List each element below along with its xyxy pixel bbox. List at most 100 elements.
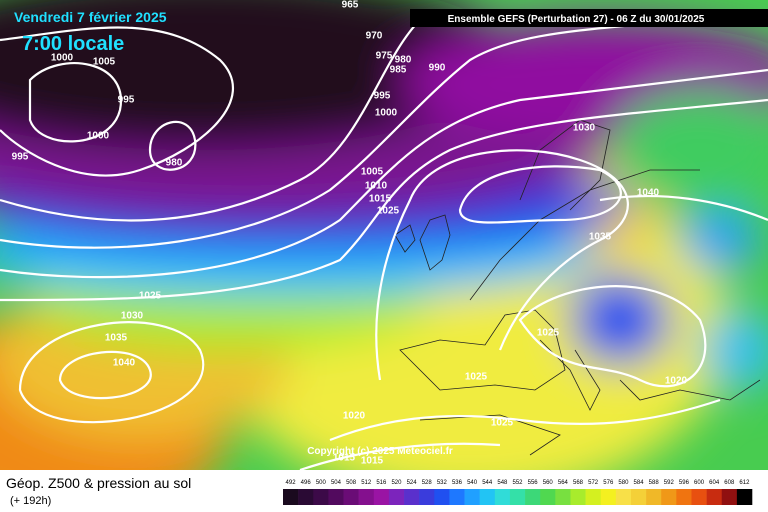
scale-label: 564: [558, 480, 569, 486]
isobar-label: 990: [429, 63, 446, 74]
scale-swatch: [358, 489, 375, 505]
scale-swatch: [646, 489, 662, 505]
scale-swatch: [388, 489, 405, 505]
scale-swatch: [313, 489, 329, 505]
scale-label: 548: [497, 480, 508, 486]
scale-swatch: [555, 489, 571, 505]
scale-label: 552: [512, 480, 523, 486]
scale-label: 492: [286, 480, 297, 486]
scale-label: 496: [301, 480, 312, 486]
isobar-label: 1040: [113, 358, 136, 369]
scale-label: 604: [709, 480, 720, 486]
isobar-label: 1010: [365, 181, 388, 192]
scale-label: 600: [694, 480, 705, 486]
scale-swatch: [434, 489, 450, 505]
isobar-label: 1035: [105, 333, 128, 344]
scale-label: 592: [664, 480, 675, 486]
scale-label: 576: [603, 480, 614, 486]
scale-label: 516: [376, 480, 387, 486]
isobar-label: 995: [12, 152, 29, 163]
isobar-label: 995: [118, 95, 135, 106]
scale-label: 504: [331, 480, 342, 486]
run-label: Ensemble GEFS (Perturbation 27) - 06 Z d…: [448, 14, 705, 25]
scale-swatch: [570, 489, 586, 505]
scale-swatch: [464, 489, 480, 505]
copyright: Copyright (c) 2025 Meteociel.fr: [307, 446, 453, 457]
scale-swatch: [600, 489, 617, 505]
run-box: [410, 9, 768, 27]
scale-swatch: [661, 489, 677, 505]
scale-swatch: [419, 489, 435, 505]
isobar-label: 1000: [51, 53, 74, 64]
scale-swatch: [479, 489, 496, 505]
isobar-label: 1005: [93, 57, 116, 68]
scale-swatch: [373, 489, 390, 505]
scale-swatch: [283, 489, 299, 505]
scale-swatch: [630, 489, 647, 505]
coastlines: [394, 119, 761, 456]
isobar-label: 1025: [491, 418, 514, 429]
isobar-label: 1040: [637, 188, 660, 199]
scale-swatch: [328, 489, 344, 505]
scale-swatch: [343, 489, 359, 505]
scale-swatch: [494, 489, 511, 505]
isobar-label: 965: [342, 0, 359, 11]
isobar-label: 995: [374, 91, 391, 102]
isobar-label: 1020: [665, 376, 688, 387]
isobar-label: 975: [376, 51, 393, 62]
scale-label: 536: [452, 480, 463, 486]
isobar-label: 1035: [589, 232, 612, 243]
scale-label: 520: [391, 480, 402, 486]
isobar-labels: 965 970 975 980 985 990 1000 1005 995 10…: [12, 0, 688, 467]
scale-label: 508: [346, 480, 357, 486]
scale-label: 584: [634, 480, 645, 486]
scale-swatch: [585, 489, 602, 505]
scale-label: 524: [407, 480, 418, 486]
scale-label: 568: [573, 480, 584, 486]
isobar-label: 1000: [87, 131, 110, 142]
scale-swatch: [736, 489, 753, 505]
scale-label: 532: [437, 480, 448, 486]
scale-label: 544: [482, 480, 493, 486]
scale-swatch: [615, 489, 632, 505]
isobar-label: 1030: [573, 123, 596, 134]
scale-swatch: [404, 489, 420, 505]
isobar-label: 980: [395, 55, 412, 66]
isobar-label: 1025: [139, 291, 162, 302]
scale-label: 580: [618, 480, 629, 486]
scale-swatch: [691, 489, 707, 505]
isobar-label: 1020: [343, 411, 366, 422]
isobars: [0, 18, 768, 470]
scale-swatch: [721, 489, 738, 505]
isobar-label: 985: [390, 65, 407, 76]
scale-label: 540: [467, 480, 478, 486]
scale-label: 560: [543, 480, 554, 486]
scale-label: 512: [361, 480, 372, 486]
scale-swatch: [706, 489, 723, 505]
isobar-label: 1015: [361, 456, 384, 467]
scale-label: 572: [588, 480, 599, 486]
scale-swatch: [298, 489, 314, 505]
isobar-label: 1005: [361, 167, 384, 178]
scale-swatch: [676, 489, 692, 505]
scale-swatch: [449, 489, 465, 505]
time-label: 7:00 locale: [22, 33, 124, 55]
scale-label: 608: [724, 480, 735, 486]
isobar-label: 970: [366, 31, 383, 42]
isobar-label: 980: [166, 158, 183, 169]
scale-swatch: [525, 489, 541, 505]
scale-swatch: [540, 489, 556, 505]
scale-label: 528: [422, 480, 433, 486]
footer-title: Géop. Z500 & pression au sol: [6, 475, 191, 491]
isobar-label: 1015: [369, 194, 392, 205]
scale-label: 612: [739, 480, 750, 486]
isobar-label: 1030: [121, 311, 144, 322]
scale-label: 588: [649, 480, 660, 486]
isobar-label: 1025: [465, 372, 488, 383]
footer-lead: (+ 192h): [10, 495, 51, 507]
scale-label: 556: [528, 480, 539, 486]
isobar-label: 1025: [537, 328, 560, 339]
scale-label: 596: [679, 480, 690, 486]
